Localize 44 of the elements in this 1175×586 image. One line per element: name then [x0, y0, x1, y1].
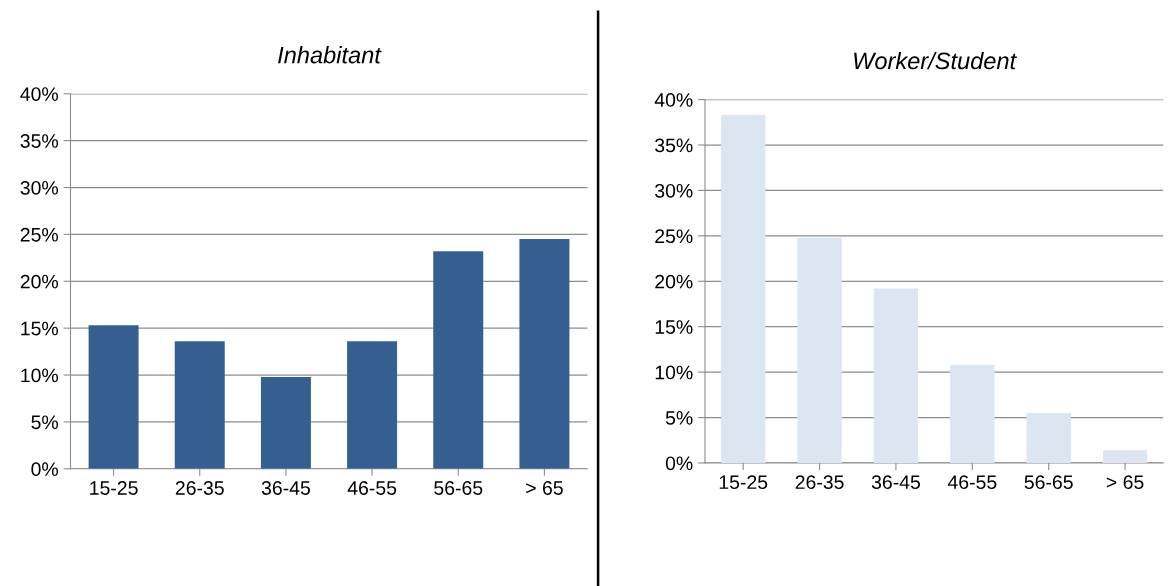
- y-tick-label: 20%: [20, 274, 58, 289]
- bar: [1102, 450, 1148, 463]
- x-tick-label: > 65: [1106, 475, 1144, 490]
- y-tick-label: 35%: [655, 138, 693, 153]
- y-tick-label: 0%: [665, 456, 693, 471]
- x-tick-label: 56-65: [434, 481, 483, 495]
- bar: [174, 341, 225, 469]
- y-tick-label: 25%: [20, 227, 58, 242]
- y-tick-label: 40%: [20, 87, 58, 101]
- bar: [519, 239, 570, 469]
- y-tick-label: 20%: [655, 274, 693, 289]
- y-tick-label: 40%: [654, 93, 693, 107]
- y-tick-label: 30%: [20, 180, 58, 195]
- x-tick-label: 15-25: [90, 481, 138, 495]
- chart-title: Inhabitant: [278, 46, 382, 64]
- y-tick-label: 0%: [31, 462, 58, 477]
- x-tick-label: 26-35: [795, 475, 844, 490]
- bar: [433, 251, 484, 469]
- y-tick-label: 35%: [20, 134, 58, 148]
- bar: [797, 237, 842, 463]
- chart-title: Worker/Student: [854, 51, 1017, 70]
- y-tick-label: 30%: [655, 183, 693, 198]
- y-tick-label: 10%: [21, 368, 58, 383]
- y-tick-label: 15%: [655, 320, 693, 334]
- y-tick-label: 15%: [21, 321, 58, 336]
- bar: [260, 376, 311, 469]
- y-tick-label: 5%: [31, 415, 58, 430]
- x-tick-label: 46-55: [347, 481, 397, 495]
- x-tick-label: 46-55: [947, 475, 997, 490]
- bar: [88, 325, 139, 469]
- x-tick-label: 36-45: [261, 481, 310, 495]
- x-tick-label: 56-65: [1024, 475, 1073, 490]
- y-tick-label: 5%: [665, 411, 693, 425]
- bar: [873, 288, 919, 463]
- y-tick-label: 10%: [655, 365, 693, 380]
- bar: [1026, 412, 1071, 463]
- x-tick-label: > 65: [526, 481, 563, 495]
- bar: [721, 115, 766, 463]
- x-tick-label: 15-25: [719, 475, 768, 490]
- y-tick-label: 25%: [655, 229, 693, 244]
- x-tick-label: 26-35: [175, 481, 224, 495]
- bar: [950, 364, 995, 463]
- bar: [347, 341, 398, 469]
- x-tick-label: 36-45: [871, 475, 920, 490]
